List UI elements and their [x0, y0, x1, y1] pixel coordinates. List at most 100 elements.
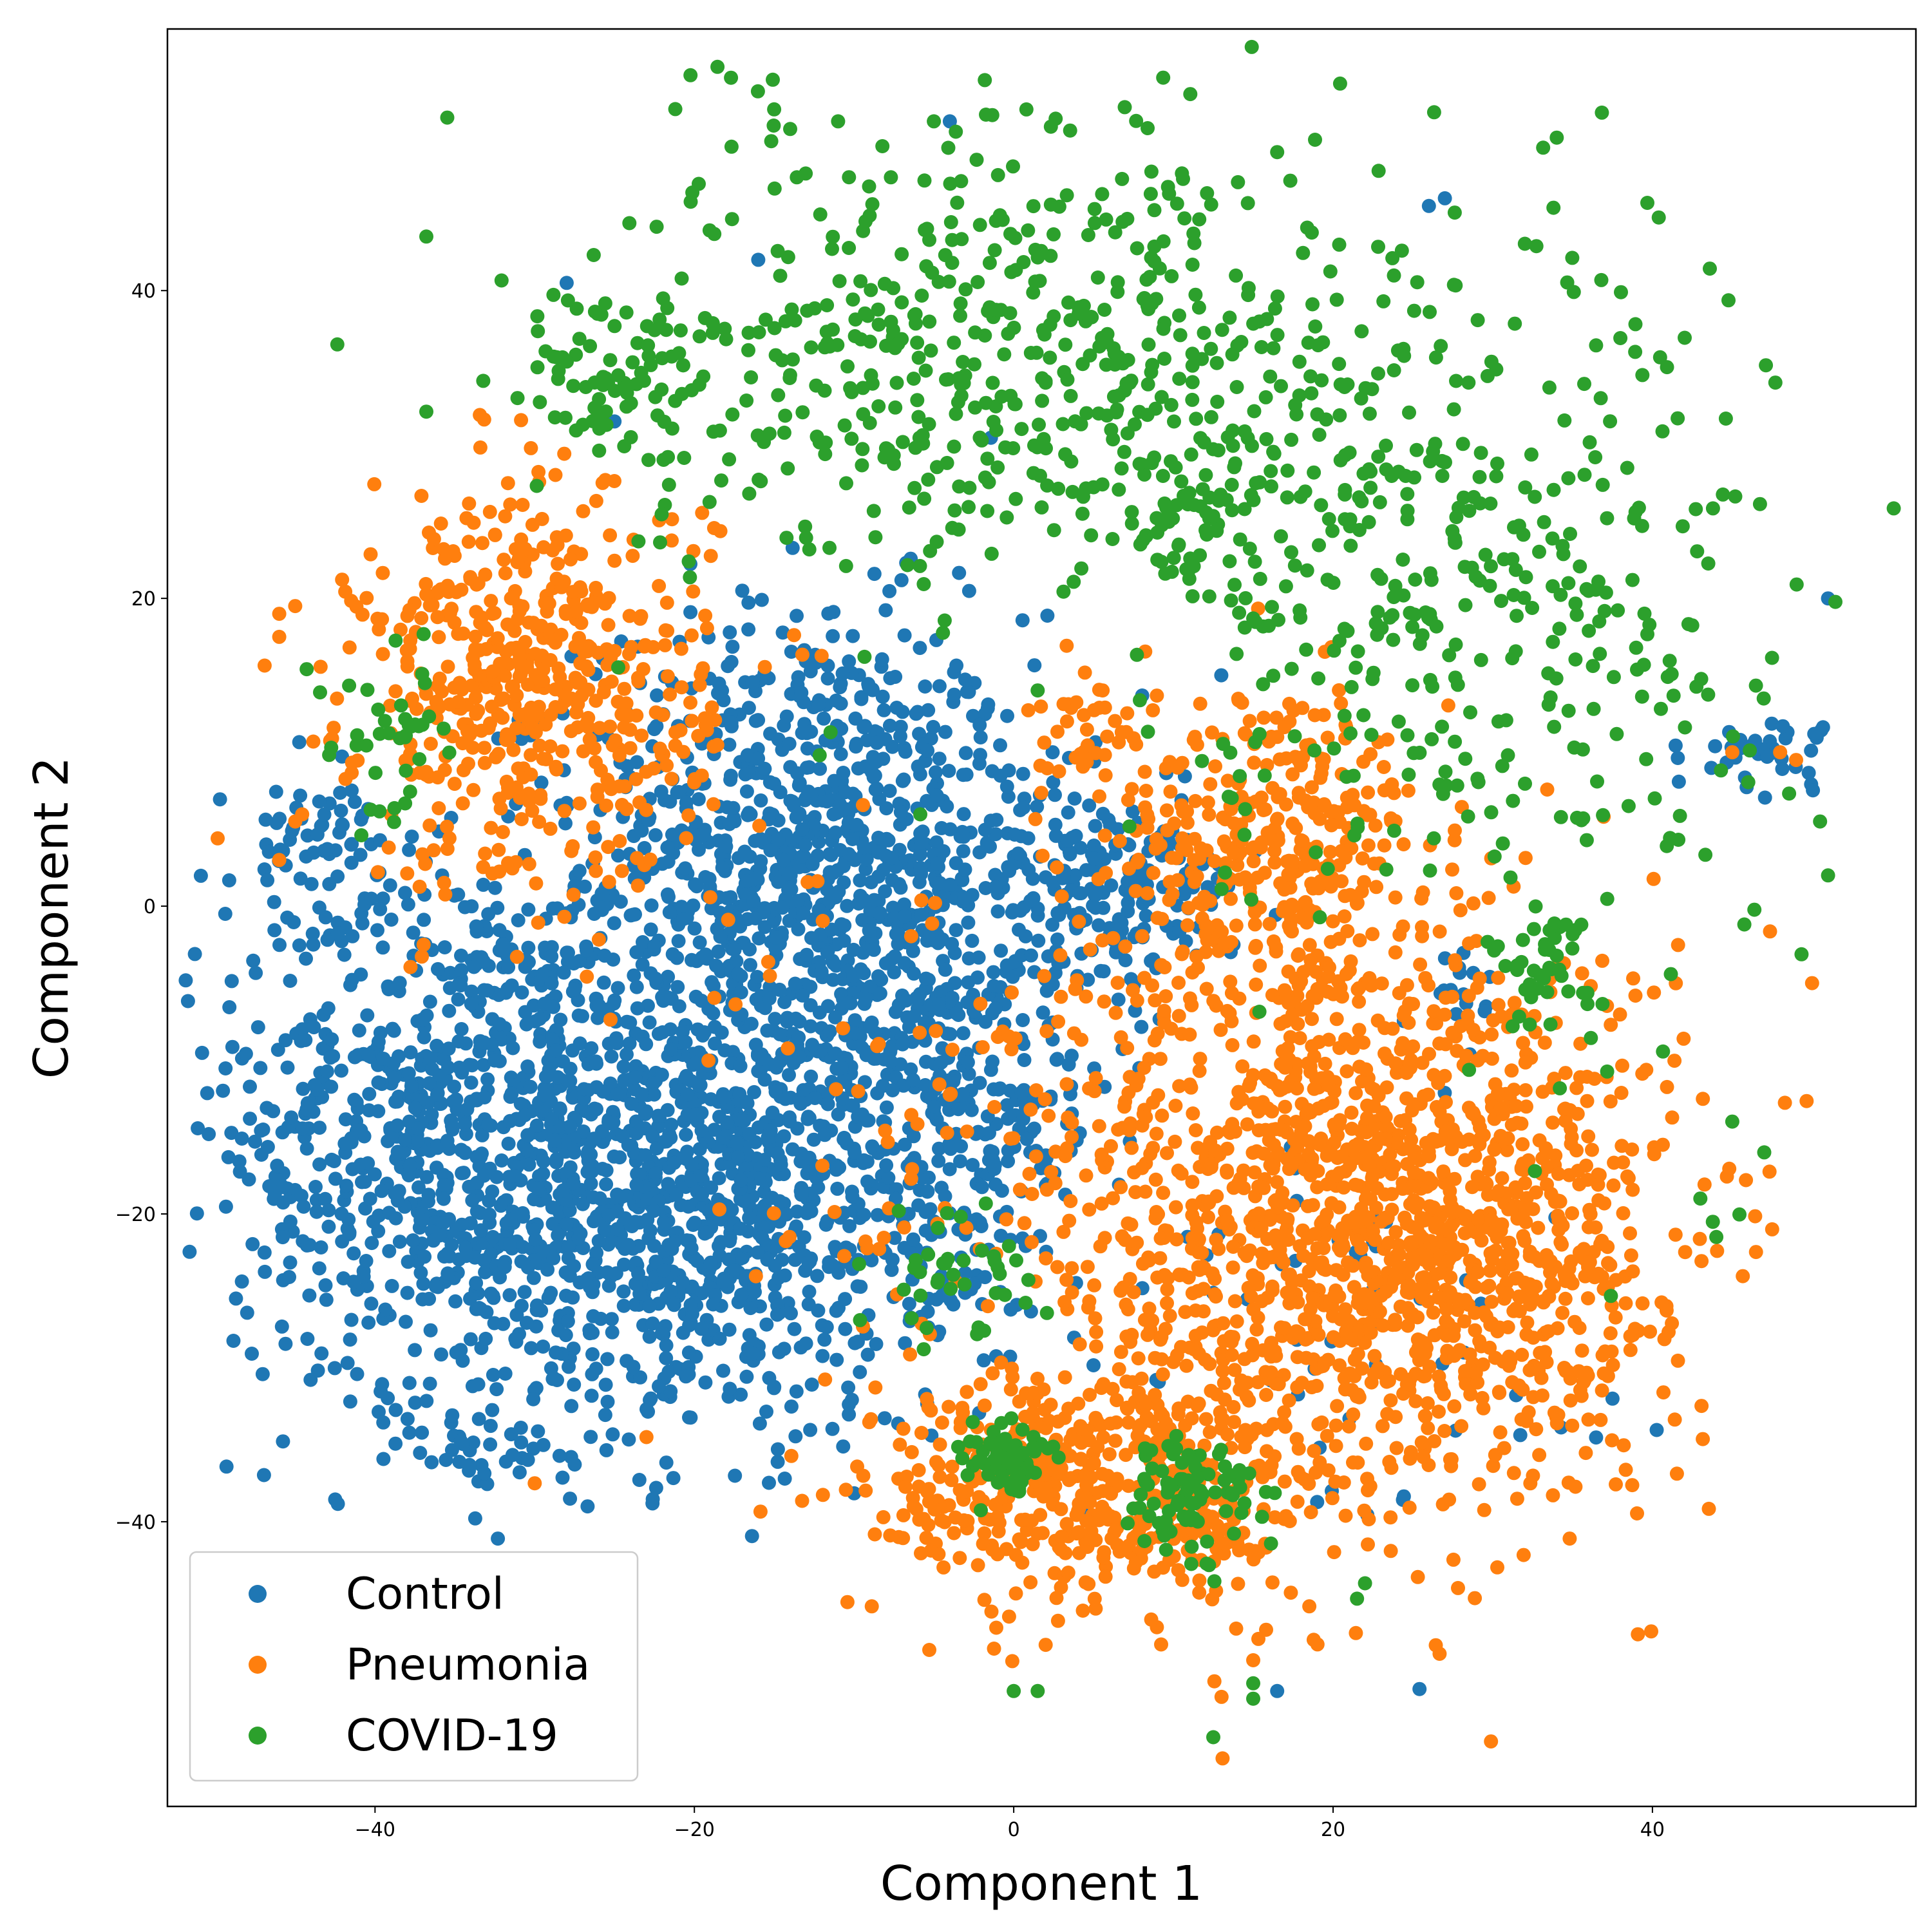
- scatter-point: [765, 1105, 780, 1120]
- scatter-point: [388, 1403, 403, 1417]
- scatter-point: [587, 1132, 601, 1146]
- scatter-point: [629, 708, 644, 723]
- scatter-point: [647, 1204, 661, 1218]
- scatter-point: [617, 1257, 631, 1272]
- scatter-point: [347, 795, 362, 810]
- scatter-point: [581, 599, 596, 614]
- scatter-point: [1126, 1285, 1141, 1300]
- scatter-point: [543, 821, 558, 836]
- scatter-point: [826, 956, 841, 971]
- scatter-point: [1643, 1324, 1658, 1339]
- scatter-point: [828, 1010, 842, 1025]
- scatter-point: [546, 1251, 561, 1265]
- scatter-point: [487, 1316, 502, 1331]
- scatter-point: [945, 936, 960, 951]
- scatter-point: [275, 1125, 290, 1140]
- scatter-point: [232, 1154, 247, 1169]
- scatter-point: [415, 949, 429, 964]
- scatter-point: [509, 949, 524, 964]
- scatter-point: [491, 746, 506, 761]
- scatter-point: [267, 923, 282, 938]
- scatter-point: [347, 1092, 362, 1107]
- scatter-point: [753, 854, 768, 869]
- scatter-point: [534, 775, 549, 790]
- scatter-point: [1267, 855, 1282, 870]
- scatter-point: [670, 951, 685, 965]
- scatter-point: [599, 1443, 614, 1457]
- scatter-point: [306, 734, 321, 749]
- scatter-point: [1121, 793, 1135, 808]
- scatter-point: [371, 1075, 386, 1090]
- scatter-point: [826, 866, 840, 880]
- scatter-point: [1305, 1198, 1320, 1213]
- scatter-point: [1623, 1226, 1637, 1241]
- scatter-point: [609, 1036, 624, 1050]
- scatter-point: [191, 1121, 205, 1135]
- scatter-point: [384, 913, 399, 927]
- scatter-point: [546, 1370, 561, 1385]
- scatter-point: [921, 703, 936, 717]
- scatter-point: [1413, 957, 1428, 972]
- scatter-point: [770, 1454, 785, 1469]
- scatter-point: [430, 1038, 444, 1053]
- scatter-point: [459, 1249, 473, 1264]
- scatter-point: [1708, 739, 1723, 753]
- scatter-point: [383, 878, 397, 893]
- scatter-point: [468, 629, 483, 644]
- scatter-point: [655, 1025, 670, 1039]
- scatter-point: [999, 1098, 1014, 1113]
- scatter-point: [612, 834, 627, 848]
- scatter-point: [471, 1412, 486, 1426]
- scatter-point: [814, 964, 829, 979]
- scatter-point: [502, 1288, 517, 1303]
- scatter-point: [543, 739, 558, 753]
- scatter-point: [1273, 876, 1288, 891]
- scatter-point: [725, 639, 740, 654]
- scatter-point: [589, 694, 603, 708]
- scatter-point: [536, 1088, 551, 1103]
- scatter-point: [440, 1133, 455, 1148]
- scatter-point: [920, 1184, 934, 1199]
- scatter-point: [595, 1162, 610, 1176]
- scatter-point: [524, 440, 538, 455]
- scatter-point: [437, 1249, 451, 1264]
- scatter-point: [503, 497, 518, 512]
- scatter-point: [837, 1132, 851, 1147]
- scatter-point: [663, 794, 677, 809]
- scatter-point: [400, 1285, 415, 1300]
- scatter-point: [1421, 198, 1436, 213]
- scatter-point: [1329, 1012, 1344, 1027]
- scatter-point: [630, 1001, 645, 1016]
- scatter-point: [814, 649, 829, 663]
- scatter-point: [1302, 938, 1317, 952]
- scatter-point: [1231, 693, 1246, 708]
- scatter-point: [1692, 1231, 1707, 1246]
- scatter-point: [1083, 942, 1097, 957]
- scatter-point: [375, 1377, 390, 1392]
- scatter-point: [578, 879, 592, 894]
- scatter-point: [703, 1180, 718, 1195]
- scatter-point: [564, 1399, 579, 1414]
- scatter-point: [404, 829, 419, 844]
- scatter-point: [776, 853, 791, 867]
- scatter-point: [694, 1123, 709, 1138]
- scatter-point: [601, 875, 616, 889]
- scatter-point: [1447, 833, 1462, 848]
- scatter-point: [986, 965, 1001, 980]
- scatter-point: [902, 1296, 916, 1311]
- scatter-point: [558, 816, 573, 831]
- scatter-point: [687, 921, 702, 936]
- scatter-point: [1050, 905, 1065, 920]
- scatter-point: [282, 1270, 296, 1284]
- scatter-point: [1337, 909, 1352, 923]
- scatter-point: [500, 617, 515, 632]
- scatter-point: [993, 768, 1008, 783]
- scatter-point: [762, 775, 777, 790]
- scatter-point: [278, 1336, 293, 1351]
- scatter-point: [596, 975, 611, 990]
- scatter-point: [706, 1006, 721, 1021]
- scatter-point: [723, 772, 738, 787]
- scatter-point: [841, 1380, 856, 1395]
- scatter-point: [652, 1379, 666, 1394]
- scatter-point: [878, 603, 893, 618]
